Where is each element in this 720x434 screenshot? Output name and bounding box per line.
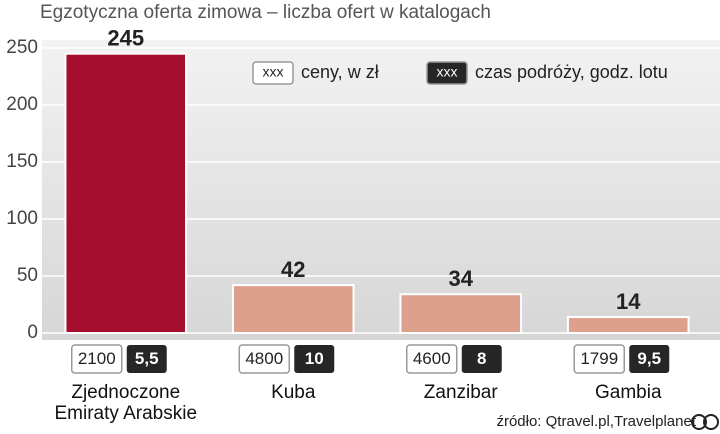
value-label: 14 [616,289,641,314]
price-box [573,344,625,374]
x-tick-label: Gambia [594,382,662,403]
price-box [406,344,458,374]
chart-title: Egzotyczna oferta zimowa – liczba ofert … [40,2,491,23]
price-label: 2100 [78,349,116,368]
bar [231,284,355,334]
x-tick-label: Zjednoczone Emiraty Arabskie [54,382,198,424]
legend-sample: xxx [263,64,284,80]
y-tick-label: 50 [17,265,38,286]
x-tick-label: Kuba [271,382,316,403]
legend-label: czas podróży, godz. lotu [475,62,668,82]
price-label: 4800 [245,349,283,368]
legend-label: ceny, w zł [301,62,379,82]
time-box [461,345,502,373]
time-box [294,345,335,373]
legend-swatch [426,61,468,85]
time-box [629,345,670,373]
legend-sample: xxx [437,64,458,80]
y-tick-label: 0 [27,322,38,343]
price-box [71,344,123,374]
time-label: 5,5 [135,349,159,368]
source: źródło: Qtravel.pl,Travelplanet [496,413,696,430]
x-tick-label: Zanzibar [423,382,498,403]
time-label: 10 [305,349,324,368]
value-label: 34 [449,266,474,291]
time-label: 9,5 [637,349,661,368]
time-label: 8 [477,349,486,368]
time-box [126,345,167,373]
y-tick-label: 150 [6,151,38,172]
price-label: 4600 [413,349,451,368]
y-tick-label: 250 [6,37,38,58]
bar [399,293,523,334]
bar [566,316,690,335]
y-tick-label: 200 [6,94,38,115]
value-label: 42 [281,257,305,282]
price-box [238,344,290,374]
legend-swatch [252,61,294,85]
bar [64,52,188,334]
logo [691,414,719,430]
y-tick-label: 100 [6,208,38,229]
value-label: 245 [107,26,144,51]
price-label: 1799 [580,349,618,368]
